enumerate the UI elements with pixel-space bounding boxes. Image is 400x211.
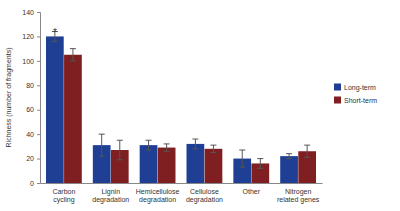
legend-swatch	[334, 97, 341, 104]
bar	[280, 156, 298, 183]
legend-swatch	[334, 84, 341, 91]
tick-label: Nitrogenrelated genes	[277, 188, 320, 204]
bar	[205, 149, 223, 183]
error-bar	[146, 140, 152, 150]
tick: 40	[26, 131, 40, 138]
tick-label: 140	[22, 9, 34, 16]
tick: 60	[26, 106, 40, 113]
error-bar	[99, 134, 105, 156]
tick-mark	[37, 110, 40, 111]
tick-label: 40	[26, 131, 34, 138]
annotation: *	[53, 27, 57, 38]
legend-item: Short-term	[334, 97, 377, 105]
bar	[64, 55, 82, 183]
error-bar	[70, 49, 76, 61]
legend: Long-term Short-term	[334, 84, 377, 105]
tick-label: 80	[26, 82, 34, 89]
tick-mark	[37, 12, 40, 13]
bar	[187, 144, 205, 183]
tick: 100	[22, 58, 40, 65]
tick-mark	[37, 183, 40, 184]
plot: 0 20 40 60 80 100 120 140 Carboncycling Lignindeg…	[22, 9, 322, 204]
axis-title: Richness (number of fragments)	[5, 48, 13, 148]
tick-mark	[37, 36, 40, 37]
tick-label: Hemicellulosedegradation	[136, 188, 180, 204]
tick: 80	[26, 82, 40, 89]
tick: Nitrogenrelated genes	[277, 183, 320, 204]
series	[64, 49, 316, 183]
tick-label: 100	[22, 58, 34, 65]
bar	[46, 36, 64, 183]
tick-mark	[37, 85, 40, 86]
axis-line	[41, 183, 323, 184]
tick-label: 0	[30, 180, 34, 187]
tick: 0	[30, 180, 40, 187]
tick-label: 20	[26, 155, 34, 162]
tick-label: Cellulosedegradation	[186, 188, 223, 204]
tick: Other	[243, 183, 261, 195]
tick: 120	[22, 33, 40, 40]
error-bar	[164, 144, 170, 151]
x-axis: Carboncycling Lignindegradation Hemicellul…	[41, 183, 323, 204]
tick-mark	[37, 159, 40, 160]
error-bar	[286, 154, 292, 159]
tick: 20	[26, 155, 40, 162]
chart: 0 20 40 60 80 100 120 140 Carboncycling Lignindeg…	[0, 0, 400, 211]
tick: Cellulosedegradation	[186, 183, 223, 204]
tick: 140	[22, 9, 40, 16]
axis-line	[37, 13, 41, 184]
legend-label: Short-term	[344, 97, 377, 104]
legend-label: Long-term	[344, 84, 376, 92]
tick: Hemicellulosedegradation	[136, 183, 180, 204]
tick-mark	[37, 134, 40, 135]
tick-label: 60	[26, 106, 34, 113]
error-bar	[117, 140, 123, 160]
tick: Lignindegradation	[92, 183, 129, 204]
tick-label: Other	[243, 188, 261, 195]
tick-label: Carboncycling	[52, 188, 75, 204]
tick-mark	[37, 61, 40, 62]
legend-item: Long-term	[334, 84, 376, 93]
tick-label: Lignindegradation	[92, 188, 129, 204]
error-bar	[192, 139, 198, 149]
bars	[46, 32, 316, 183]
error-bar	[304, 145, 310, 157]
y-axis: 0 20 40 60 80 100 120 140	[22, 9, 40, 187]
tick-label: 120	[22, 33, 34, 40]
error-bar	[257, 159, 263, 169]
tick: Carboncycling	[52, 183, 75, 204]
error-bar	[210, 145, 216, 152]
bar	[140, 145, 158, 183]
bar	[158, 148, 176, 183]
series	[46, 32, 298, 183]
error-bar	[239, 150, 245, 167]
